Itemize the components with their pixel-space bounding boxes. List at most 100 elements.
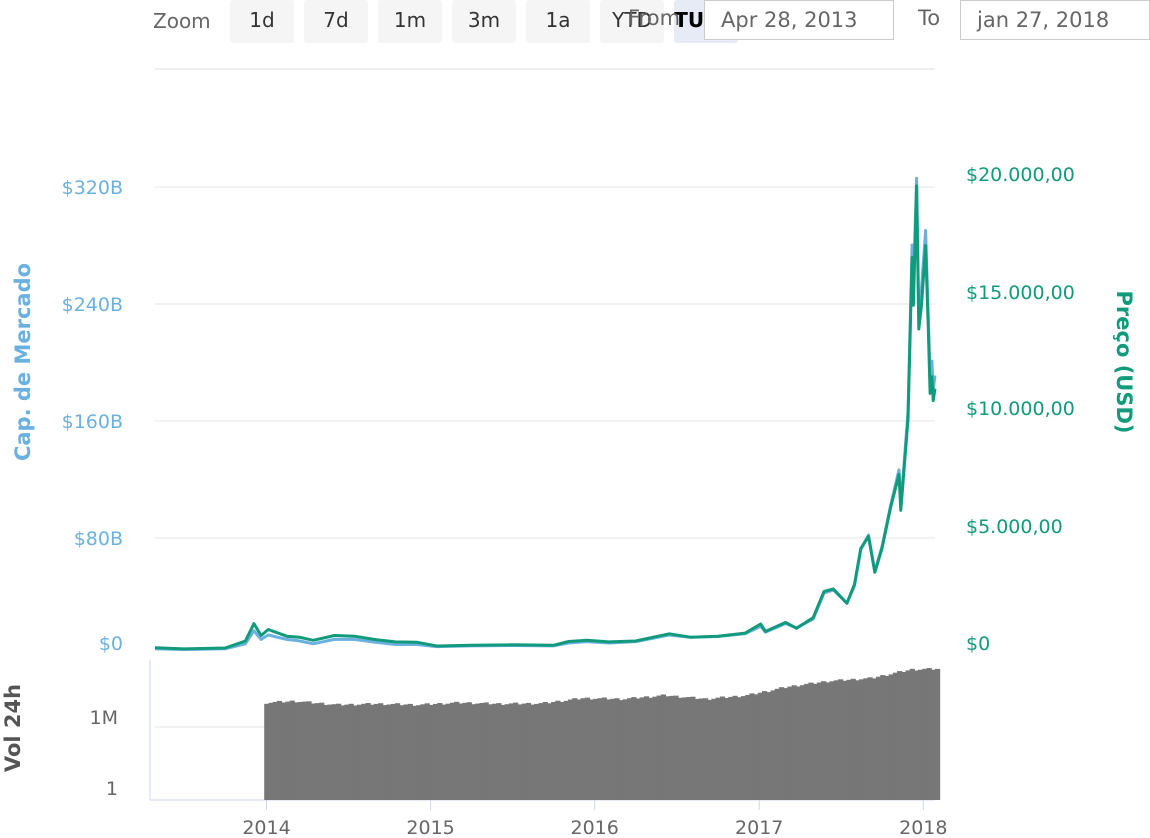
volume-bar xyxy=(762,691,768,800)
volume-bar xyxy=(563,700,569,800)
zoom-button-1a[interactable]: 1a xyxy=(526,0,590,43)
volume-bar xyxy=(838,679,844,800)
volume-bar xyxy=(736,697,742,800)
volume-bar xyxy=(310,703,316,800)
volume-bar xyxy=(462,702,468,800)
volume-bar xyxy=(703,698,709,800)
y-left-tick-label: $320B xyxy=(62,177,123,199)
price-line xyxy=(154,184,937,651)
volume-bar xyxy=(323,704,329,800)
volume-bar xyxy=(681,697,688,800)
volume-bar xyxy=(534,703,540,800)
volume-bar xyxy=(395,703,401,800)
volume-bar xyxy=(665,696,671,800)
volume-bar xyxy=(610,698,616,800)
volume-bar xyxy=(698,698,704,800)
y-right-tick-label: $5.000,00 xyxy=(966,516,1063,538)
volume-bar xyxy=(918,669,924,800)
zoom-button-ytd[interactable]: YTD xyxy=(600,0,664,43)
volume-bar xyxy=(331,704,337,800)
volume-bar xyxy=(403,704,409,800)
volume-bar xyxy=(618,700,624,800)
volume-bar xyxy=(656,695,662,800)
volume-bar xyxy=(302,701,308,800)
y-left-tick-label: $240B xyxy=(62,294,123,316)
x-tick-label: 2015 xyxy=(406,817,454,838)
volume-bar xyxy=(416,705,422,800)
volume-bar xyxy=(542,702,548,800)
volume-bar xyxy=(285,701,291,800)
volume-bar xyxy=(766,692,772,800)
volume-bar xyxy=(825,682,831,800)
volume-bar xyxy=(854,680,860,800)
volume-bar xyxy=(327,704,333,800)
market-cap-line xyxy=(154,176,937,651)
y-right-tick-label: $0 xyxy=(966,633,990,655)
volume-bar xyxy=(340,705,346,800)
volume-bar xyxy=(336,703,342,800)
volume-bar xyxy=(306,701,312,800)
volume-bar xyxy=(475,703,481,800)
volume-bar xyxy=(707,699,713,800)
volume-bar xyxy=(487,704,493,800)
volume-bar xyxy=(411,705,418,800)
volume-bar xyxy=(648,697,654,800)
volume-bar xyxy=(492,703,498,800)
volume-bar xyxy=(593,698,599,800)
volume-bar xyxy=(909,668,915,800)
volume-bar xyxy=(711,698,717,800)
volume-bar xyxy=(884,676,890,800)
volume-bar xyxy=(483,702,489,800)
volume-bar xyxy=(572,698,578,800)
volume-bar xyxy=(584,697,591,800)
volume-bar xyxy=(888,674,894,800)
volume-bar xyxy=(833,680,839,800)
volume-bar xyxy=(686,697,692,800)
volume-bar xyxy=(812,683,818,800)
volume-bar xyxy=(433,704,439,800)
volume-bar xyxy=(369,704,375,800)
volume-bar xyxy=(905,670,911,800)
volume-bar xyxy=(694,698,700,800)
volume-bar xyxy=(471,704,477,800)
volume-bar xyxy=(361,703,367,800)
range-selector-toolbar: Zoom 1d 7d 1m 3m 1a YTD TUDO From Apr 28… xyxy=(0,0,1150,44)
y-right-tick-label: $10.000,00 xyxy=(966,398,1075,420)
volume-bar xyxy=(778,687,785,800)
volume-bar xyxy=(378,703,384,800)
series-lines xyxy=(154,176,937,651)
volume-bar xyxy=(930,669,936,800)
zoom-button-3m[interactable]: 3m xyxy=(452,0,516,43)
volume-bar xyxy=(513,702,519,800)
volume-bar xyxy=(508,703,515,800)
volume-bar xyxy=(673,695,679,800)
volume-bars xyxy=(264,668,941,800)
volume-bar xyxy=(922,668,928,800)
zoom-button-7d[interactable]: 7d xyxy=(304,0,368,43)
volume-bar xyxy=(428,704,434,800)
volume-bar xyxy=(589,699,595,800)
volume-bar xyxy=(281,702,287,800)
volume-bar xyxy=(926,668,932,800)
volume-bar xyxy=(669,695,675,800)
volume-bar xyxy=(538,703,544,800)
volume-bar xyxy=(521,703,527,800)
volume-bar xyxy=(504,704,510,800)
volume-bar xyxy=(319,702,325,800)
volume-bar xyxy=(846,679,852,800)
y-left-tick-label: $80B xyxy=(74,528,123,550)
volume-bar xyxy=(749,693,755,800)
to-label: To xyxy=(918,6,941,30)
volume-bar xyxy=(643,696,650,800)
y-left-tick-label: $0 xyxy=(99,633,123,655)
volume-bar xyxy=(660,694,666,800)
zoom-button-1m[interactable]: 1m xyxy=(378,0,442,43)
volume-bar xyxy=(728,696,734,800)
volume-bar xyxy=(441,704,447,800)
zoom-label: Zoom xyxy=(153,9,211,33)
zoom-button-1d[interactable]: 1d xyxy=(230,0,294,43)
to-date-input[interactable]: jan 27, 2018 xyxy=(960,0,1150,40)
volume-bar xyxy=(639,697,645,800)
volume-bar xyxy=(804,683,810,800)
from-date-input[interactable]: Apr 28, 2013 xyxy=(704,0,894,40)
